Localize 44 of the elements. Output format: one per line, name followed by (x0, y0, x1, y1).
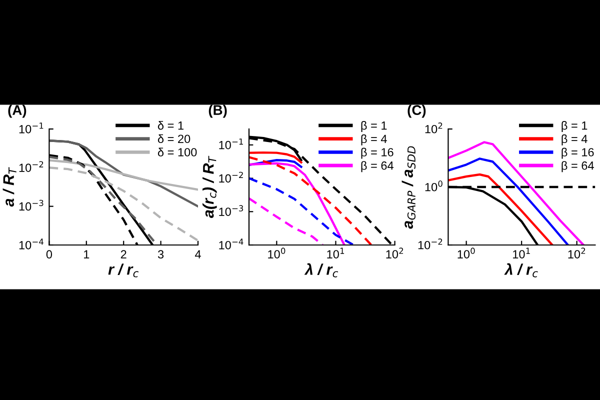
legend-label: β = 64 (361, 161, 394, 172)
x-axis-title: λ / r$_{c}$ (304, 263, 338, 278)
legend-label: β = 64 (562, 161, 594, 172)
legend-label: δ = 20 (158, 134, 190, 144)
legend-label: β = 1 (562, 121, 588, 132)
y-axis-title: a / R$_{T}$ (2, 167, 16, 207)
y-tick-label: 10$^{−2}$ (418, 238, 442, 250)
y-tick-label: 10$^{−1}$ (19, 122, 44, 134)
y-tick-label: 10$^{−4}$ (19, 238, 44, 250)
x-tick-label: 10$^{0}$ (268, 248, 286, 258)
legend-label: δ = 1 (158, 121, 184, 130)
x-tick-label: 10$^{2}$ (568, 248, 586, 258)
x-tick-label: 10$^{2}$ (386, 248, 404, 258)
y-tick-label: 10$^{−4}$ (219, 238, 244, 250)
chart-title: (C) (408, 104, 426, 118)
x-tick-label: 10$^{0}$ (458, 248, 475, 258)
chart-title: (B) (208, 104, 227, 118)
x-tick-label: 4 (194, 250, 201, 258)
y-tick-label: 10$^{−3}$ (19, 200, 44, 211)
legend-label: β = 4 (361, 134, 387, 146)
legend-label: β = 16 (562, 148, 594, 159)
x-axis-title: r / r$_{c}$ (108, 264, 139, 278)
y-tick-label: 10$^{0}$ (425, 180, 442, 192)
x-tick-label: 0 (46, 250, 52, 259)
x-axis-title: λ / r$_{c}$ (504, 263, 538, 278)
y-tick-label: 10$^{−2}$ (19, 161, 44, 172)
y-tick-label: 10$^{−1}$ (219, 138, 243, 150)
x-tick-label: 10$^{1}$ (327, 248, 344, 258)
chart-title: (A) (8, 104, 26, 118)
legend-label: β = 1 (361, 121, 387, 132)
legend-label: β = 16 (361, 148, 394, 159)
legend-label: δ = 100 (158, 148, 197, 156)
y-axis-title: a(r$_{c}$) / R$_{T}$ (202, 156, 217, 218)
legend-label: β = 4 (562, 134, 588, 146)
y-tick-label: 10$^{−2}$ (219, 172, 243, 183)
x-tick-label: 10$^{1}$ (513, 248, 530, 258)
y-axis-title: a$_{GARP}$ / a$_{SDD}$ (402, 146, 416, 229)
y-tick-label: 10$^{2}$ (425, 122, 442, 134)
line-series (49, 159, 198, 191)
y-tick-label: 10$^{−3}$ (219, 205, 244, 216)
x-tick-label: 1 (84, 250, 90, 258)
line-series (49, 166, 198, 242)
x-tick-label: 3 (158, 250, 164, 259)
x-tick-label: 2 (120, 250, 126, 258)
